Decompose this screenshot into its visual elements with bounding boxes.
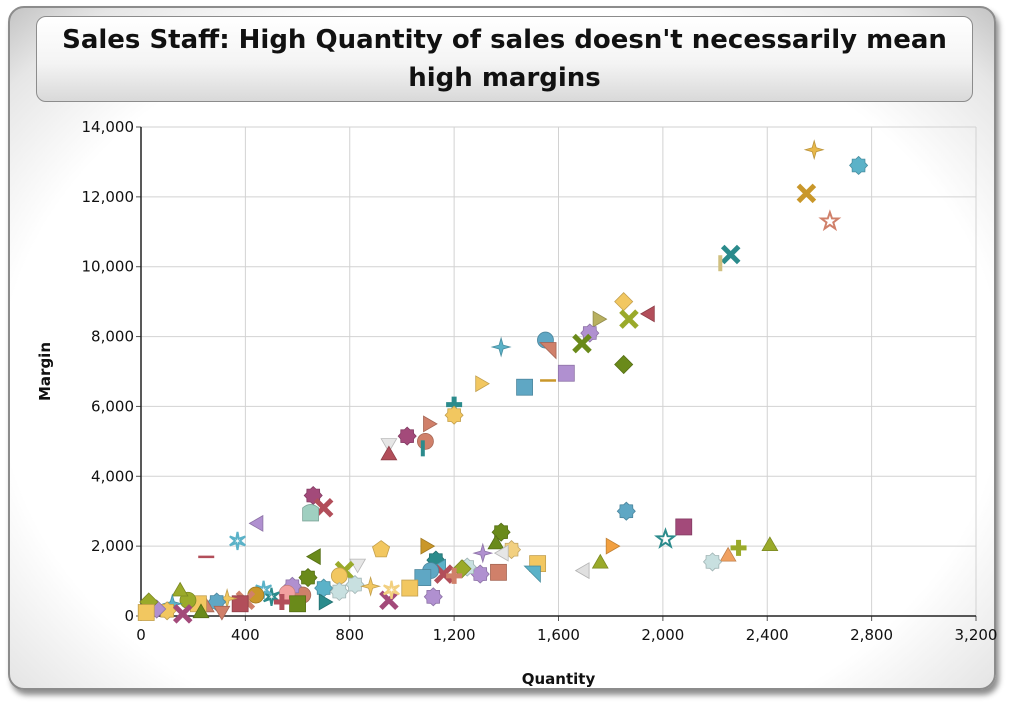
scatter-point [818,209,842,232]
grid [141,126,977,616]
scatter-point [383,580,400,599]
scatter-point [420,440,425,457]
scatter-point [255,580,273,599]
scatter-point [720,244,741,265]
scatter-point [761,536,779,551]
scatter-point [490,563,507,581]
scatter-point [654,527,677,549]
x-tick-label: 800 [335,626,364,644]
scatter-point [345,575,365,595]
scatter-point [616,501,636,521]
scatter-point [289,595,306,613]
scatter-point [849,155,869,175]
scatter-point [574,562,590,580]
scatter-point [192,603,210,619]
scatter-point [591,553,609,569]
scatter-point [614,354,634,375]
scatter-point [572,333,592,354]
x-tick-label: 2,800 [850,626,893,644]
scatter-point [372,540,391,558]
scatter-point [516,378,533,396]
scatter-point [329,581,349,602]
scatter-point [493,544,509,562]
x-tick-label: 400 [231,626,260,644]
scatter-point [229,531,246,551]
y-tick-label: 12,000 [82,188,135,206]
chart-title-box: Sales Staff: High Quantity of sales does… [36,16,973,102]
scatter-point [380,445,398,461]
scatter-point [349,558,367,574]
chart-title: Sales Staff: High Quantity of sales does… [62,25,947,93]
scatter-point [446,567,463,584]
y-tick-label: 8,000 [91,328,134,346]
scatter-point [379,590,399,611]
data-points [137,139,869,624]
x-tick-label: 1,200 [433,626,476,644]
scatter-point [796,183,817,204]
scatter-point [171,581,189,597]
axes [136,126,977,621]
y-axis-label: Margin [36,342,54,401]
y-tick-label: 4,000 [91,467,134,485]
scatter-point [273,594,290,611]
scatter-point [417,432,434,450]
scatter-point [414,569,432,586]
x-tick-label: 2,000 [641,626,684,644]
scatter-point [314,578,334,598]
scatter-point [539,342,557,360]
x-tick-label: 0 [136,626,146,644]
scatter-point [730,539,747,556]
scatter-point [248,514,264,532]
scatter-point [330,567,348,585]
scatter-point [231,595,249,613]
scatter-point [423,415,438,433]
scatter-point [718,255,723,272]
x-axis-label: Quantity [522,670,596,688]
scatter-point [306,548,321,566]
y-tick-label: 10,000 [82,258,135,276]
x-tick-label: 1,600 [537,626,580,644]
y-tick-label: 6,000 [91,397,134,415]
scatter-point [803,139,825,161]
scatter-point [172,604,193,624]
scatter-point [137,604,155,621]
x-tick-label: 2,400 [746,626,789,644]
scatter-point [397,426,417,446]
scatter-point [557,364,575,382]
scatter-point [614,292,634,312]
y-tick-label: 14,000 [82,118,135,136]
scatter-point [675,518,693,536]
scatter-point [640,305,655,323]
scatter-point [401,579,419,597]
scatter-point [198,555,215,559]
scatter-point [540,379,557,382]
scatter-point [619,309,639,329]
scatter-point [444,405,464,425]
scatter-point [702,552,723,572]
x-tick-label: 3,200 [955,626,998,644]
scatter-point [523,565,541,584]
y-tick-label: 2,000 [91,537,134,555]
scatter-point [490,336,512,358]
scatter-point [475,375,490,393]
scatter-point [605,537,621,555]
scatter-point [423,587,443,607]
scatter-point [487,534,505,550]
scatter-point [298,568,318,588]
scatter-point [472,542,494,564]
scatter-point [380,438,398,453]
tick-labels: 0 400 800 1,200 1,600 2,000 2,400 2,800 3,200 0 2,… [82,118,998,644]
scatter-point [719,546,737,562]
scatter-point [302,504,320,522]
scatter-point [592,310,608,328]
scatter-point [318,593,334,611]
scatter-point [213,605,231,621]
scatter-point [420,537,436,555]
scatter-point [360,575,382,597]
y-tick-label: 0 [124,607,134,625]
